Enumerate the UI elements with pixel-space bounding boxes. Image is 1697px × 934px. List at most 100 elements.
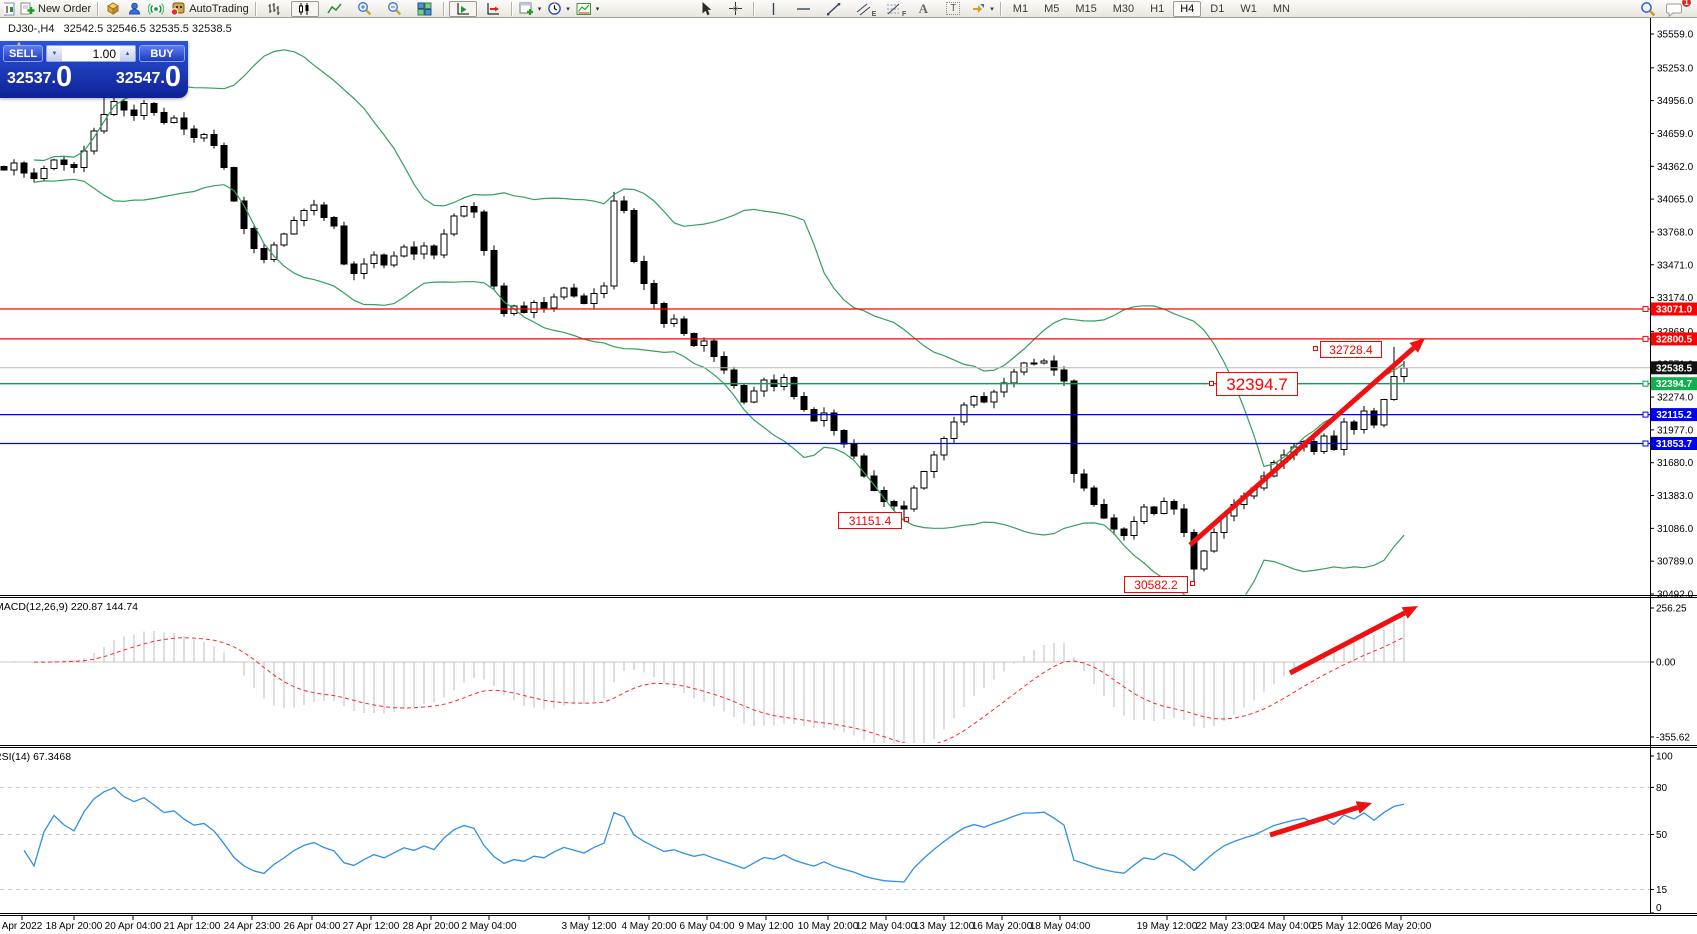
price-annotation[interactable]: 30582.2 xyxy=(1124,576,1195,593)
bollinger-upper-band xyxy=(33,49,1405,468)
templates-button[interactable]: ▾ xyxy=(573,1,603,17)
gold-box-icon xyxy=(107,2,120,15)
new-order-label: New Order xyxy=(38,2,92,15)
periods-button[interactable]: ▾ xyxy=(544,1,573,17)
equidistant-channel-button[interactable]: E xyxy=(849,1,877,18)
text-button[interactable]: A xyxy=(909,1,937,17)
separator xyxy=(442,1,445,16)
buy-price-dot: . xyxy=(160,70,165,87)
channel-glyph: E xyxy=(871,10,877,18)
trendline-button[interactable] xyxy=(819,1,847,17)
svg-text:256.25: 256.25 xyxy=(1656,603,1687,614)
text-label-glyph: T xyxy=(946,2,961,15)
crosshair-button[interactable] xyxy=(721,1,749,17)
annotation-anchor xyxy=(1209,380,1214,386)
timeframe-h4[interactable]: H4 xyxy=(1173,0,1202,17)
svg-text:10 May 20:00: 10 May 20:00 xyxy=(798,921,859,932)
arrows-button[interactable]: ▾ xyxy=(968,1,997,17)
tile-windows-button[interactable] xyxy=(411,1,439,17)
new-order-button[interactable]: New Order xyxy=(17,1,94,17)
fibonacci-button[interactable]: F xyxy=(879,1,907,18)
sell-button[interactable]: SELL xyxy=(3,45,43,62)
zoom-in-button[interactable] xyxy=(351,1,379,17)
svg-text:31977.0: 31977.0 xyxy=(1657,425,1694,436)
price-annotation[interactable]: 32394.7 xyxy=(1209,372,1298,396)
price-annotation[interactable]: 31151.4 xyxy=(838,512,909,529)
trend-arrow xyxy=(1269,805,1359,838)
buy-button[interactable]: BUY xyxy=(139,45,185,62)
autotrading-button[interactable]: AutoTrading xyxy=(167,1,252,17)
svg-text:34065.0: 34065.0 xyxy=(1657,195,1694,206)
svg-text:80: 80 xyxy=(1656,783,1668,794)
chevron-down-icon: ▾ xyxy=(595,5,600,13)
search-button[interactable] xyxy=(1634,1,1662,17)
svg-text:32538.5: 32538.5 xyxy=(1656,363,1693,374)
svg-text:25 May 12:00: 25 May 12:00 xyxy=(1312,921,1373,932)
svg-text:34362.0: 34362.0 xyxy=(1657,162,1694,173)
horizontal-line-button[interactable] xyxy=(789,1,817,17)
volume-input[interactable] xyxy=(62,46,120,61)
volume-increase-button[interactable]: ▲ xyxy=(120,46,135,61)
timeframe-m5[interactable]: M5 xyxy=(1037,1,1066,17)
chart-shift-icon xyxy=(487,2,500,14)
vertical-line-button[interactable] xyxy=(759,1,787,17)
timeframe-mn[interactable]: MN xyxy=(1266,1,1297,17)
trendline-icon xyxy=(826,2,840,15)
auto-scroll-icon xyxy=(457,2,470,14)
timeframe-m30[interactable]: M30 xyxy=(1106,1,1141,17)
collapse-panel-icon[interactable]: ▲ xyxy=(16,41,22,47)
svg-text:22 May 23:00: 22 May 23:00 xyxy=(1196,921,1257,932)
gold-box-button[interactable] xyxy=(102,1,124,17)
cursor-button[interactable] xyxy=(691,1,719,17)
zoom-out-button[interactable] xyxy=(381,1,409,17)
timeframe-m1[interactable]: M1 xyxy=(1006,1,1035,17)
arrows-icon xyxy=(973,3,985,13)
fibonacci-icon xyxy=(886,3,900,14)
chevron-down-icon: ▾ xyxy=(537,5,542,13)
channel-icon xyxy=(856,3,871,15)
line-chart-button[interactable] xyxy=(321,1,349,17)
svg-text:13 May 12:00: 13 May 12:00 xyxy=(914,921,975,932)
clock-icon xyxy=(548,1,562,15)
candlestick-chart-icon xyxy=(299,2,309,15)
templates-icon xyxy=(576,2,591,15)
macd-signal-line xyxy=(33,636,1405,743)
svg-text:18 May 04:00: 18 May 04:00 xyxy=(1030,921,1091,932)
svg-text:33071.0: 33071.0 xyxy=(1656,305,1693,316)
profile-icon xyxy=(129,2,141,15)
chart-shift-button[interactable] xyxy=(479,1,507,17)
annotation-text: 31151.4 xyxy=(848,513,892,528)
price-badge xyxy=(1651,408,1697,422)
text-label-button[interactable]: T xyxy=(939,1,967,17)
volume-decrease-button[interactable]: ▼ xyxy=(47,46,62,61)
price-badge xyxy=(1651,437,1697,450)
svg-text:28 Apr 20:00: 28 Apr 20:00 xyxy=(403,921,460,932)
autotrading-icon xyxy=(170,2,185,16)
svg-text:33471.0: 33471.0 xyxy=(1657,260,1694,271)
annotation-anchor xyxy=(1313,346,1318,351)
svg-text:9 May 12:00: 9 May 12:00 xyxy=(738,921,793,932)
buy-price-main: 32547 xyxy=(115,70,161,87)
new-chart-button[interactable]: ▾ xyxy=(516,1,545,17)
price-badge xyxy=(1651,361,1697,375)
bar-chart-button[interactable] xyxy=(261,1,289,17)
text-tool-glyph: A xyxy=(918,0,928,16)
timeframe-m15[interactable]: M15 xyxy=(1068,1,1103,17)
svg-text:21 Apr 12:00: 21 Apr 12:00 xyxy=(164,921,221,932)
svg-text:19 May 12:00: 19 May 12:00 xyxy=(1137,921,1198,932)
timeframe-h1[interactable]: H1 xyxy=(1143,1,1171,17)
chat-button[interactable]: 1 xyxy=(1663,0,1692,17)
timeframe-d1[interactable]: D1 xyxy=(1203,1,1231,17)
auto-scroll-button[interactable] xyxy=(448,0,477,17)
buy-price-pip: 0 xyxy=(164,61,181,93)
buy-price: 32547. 0 xyxy=(116,63,181,92)
profile-button[interactable] xyxy=(124,1,145,17)
price-annotation[interactable]: 32728.4 xyxy=(1313,341,1382,358)
signal-button[interactable] xyxy=(145,1,167,17)
candlestick-chart-button[interactable] xyxy=(290,0,319,17)
svg-text:32115.2: 32115.2 xyxy=(1656,410,1692,421)
timeframe-w1[interactable]: W1 xyxy=(1233,1,1264,17)
candlestick-layer xyxy=(0,49,1408,595)
